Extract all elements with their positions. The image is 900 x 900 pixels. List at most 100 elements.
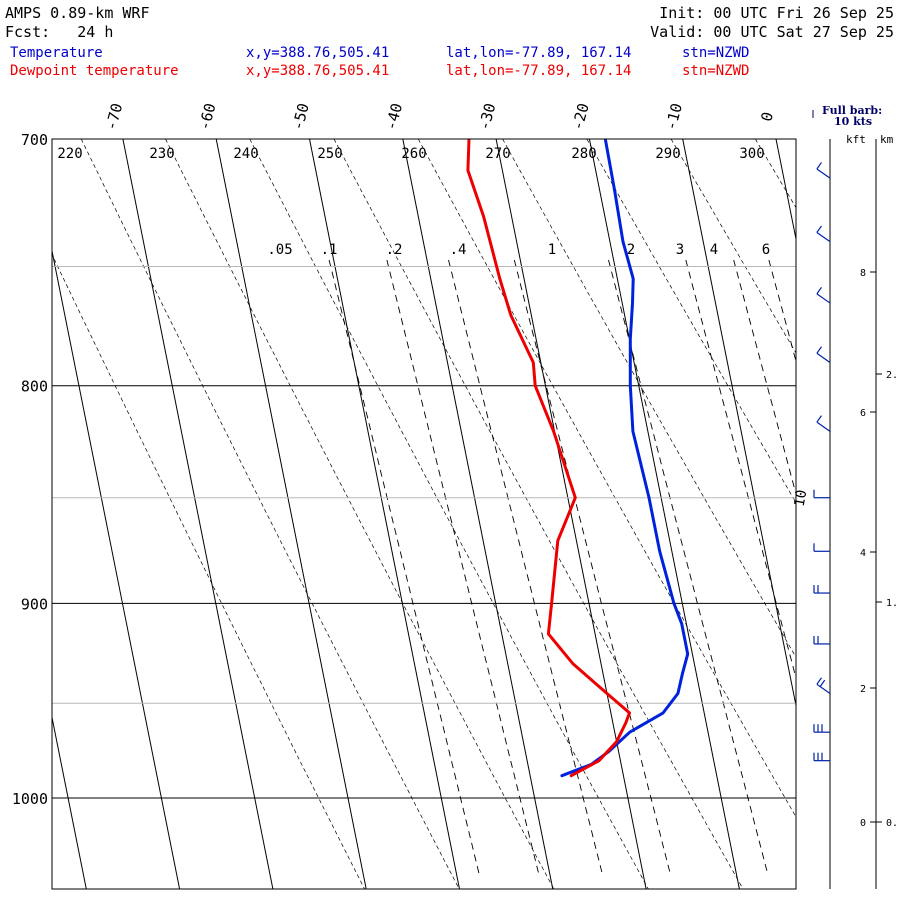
dewpoint-station: stn=NZWD xyxy=(682,63,750,79)
isotherm-label: -60 xyxy=(195,101,219,132)
mixing-ratio-line xyxy=(768,259,796,363)
isotherm-label: -50 xyxy=(288,101,312,132)
dry-adiabat-line xyxy=(52,253,365,889)
km-label: km xyxy=(880,133,894,146)
dry-adiabat-line xyxy=(165,139,555,889)
isobar-label-700: 700 xyxy=(21,131,48,149)
isotherm-line xyxy=(588,139,740,889)
mixing-ratio-label: 1 xyxy=(548,242,556,258)
km-label: 2. xyxy=(886,370,898,381)
barb-key-line2: 10 kts xyxy=(834,115,873,128)
temperature-station: stn=NZWD xyxy=(682,45,750,61)
mixing-ratio-line xyxy=(608,259,769,876)
dewpoint-legend-label: Dewpoint temperature xyxy=(10,63,179,79)
isotherm-line xyxy=(309,139,460,889)
isotherm-label: -20 xyxy=(568,101,592,132)
plot-frame xyxy=(51,138,797,890)
wind-barb-staff xyxy=(816,232,831,243)
theta-label: 250 xyxy=(317,146,342,162)
isotherm-line xyxy=(122,139,274,889)
isotherm-label: -30 xyxy=(475,101,499,132)
kft-label: 0 xyxy=(860,818,866,829)
theta-e-label: 10 xyxy=(792,489,811,508)
dewpoint-xy: x,y=388.76,505.41 xyxy=(246,63,390,79)
dry-adiabat-line xyxy=(417,139,796,818)
wind-barb-flag xyxy=(816,162,822,170)
mixing-ratio-label: 2 xyxy=(627,242,635,258)
isotherm-line xyxy=(52,714,87,889)
temperature-profile xyxy=(560,139,690,778)
mixing-ratio-line xyxy=(733,259,796,496)
mixing-ratio-label: 6 xyxy=(762,242,770,258)
mixing-ratio-label: 3 xyxy=(676,242,684,258)
model-title: AMPS 0.89-km WRF xyxy=(5,4,150,22)
theta-label: 270 xyxy=(485,146,510,162)
isotherm-line xyxy=(402,139,554,889)
mixing-ratio-line xyxy=(513,259,672,876)
mixing-ratio-label: 4 xyxy=(710,242,718,258)
km-label: 0. xyxy=(886,818,898,829)
dewpoint-latlon: lat,lon=-77.89, 167.14 xyxy=(446,63,632,79)
mixing-ratio-line xyxy=(448,259,604,876)
isotherm-line xyxy=(775,139,796,242)
mixing-ratio-label: .1 xyxy=(321,242,338,258)
isotherm-line xyxy=(215,139,367,889)
barb-key-line1: Full barb: xyxy=(822,104,883,117)
wind-barb-flag xyxy=(816,346,822,354)
init-time: Init: 00 UTC Fri 26 Sep 25 xyxy=(659,4,894,22)
kft-label: 8 xyxy=(860,268,866,279)
mixing-ratio-line xyxy=(820,260,900,875)
isotherm-line xyxy=(495,139,647,889)
wind-barb-flag xyxy=(816,677,822,685)
theta-label: 300 xyxy=(739,146,764,162)
mixing-ratio-line xyxy=(328,259,480,876)
dry-adiabat-line xyxy=(586,139,796,504)
kft-label: 4 xyxy=(860,548,866,559)
theta-label: 290 xyxy=(655,146,680,162)
mixing-ratio-label: .4 xyxy=(450,242,467,258)
dry-adiabat-line xyxy=(249,139,649,889)
isotherm-label: 0 xyxy=(757,110,777,123)
temperature-legend-label: Temperature xyxy=(10,45,103,61)
wind-barb-staff xyxy=(816,168,831,179)
km-label: 1. xyxy=(886,598,898,609)
wind-barb-flag xyxy=(816,415,822,423)
wind-barb-flag xyxy=(816,286,822,295)
isotherm-label: -10 xyxy=(662,101,686,132)
temperature-latlon: lat,lon=-77.89, 167.14 xyxy=(446,45,632,61)
mixing-ratio-line xyxy=(685,259,796,680)
theta-label: 230 xyxy=(149,146,174,162)
dry-adiabat-line xyxy=(333,139,744,889)
isotherm-line xyxy=(869,139,900,889)
wind-barb-staff xyxy=(816,421,831,432)
dewpoint-profile xyxy=(466,139,631,778)
theta-label: 220 xyxy=(57,146,82,162)
isobar-label-800: 800 xyxy=(21,378,48,396)
kft-label: kft xyxy=(846,133,866,146)
wind-barb-staff xyxy=(816,293,831,304)
dry-adiabat-line xyxy=(754,139,796,209)
kft-label: 2 xyxy=(860,684,866,695)
isotherm-label: -70 xyxy=(102,101,126,132)
valid-time: Valid: 00 UTC Sat 27 Sep 25 xyxy=(650,23,894,41)
wind-barb-flag xyxy=(819,679,826,687)
mixing-ratio-label: .05 xyxy=(267,242,292,258)
isotherm-line xyxy=(682,139,796,709)
forecast-hour: Fcst: 24 h xyxy=(5,23,114,41)
header: AMPS 0.89-km WRF Init: 00 UTC Fri 26 Sep… xyxy=(0,0,900,146)
theta-label: 260 xyxy=(401,146,426,162)
wind-barb-flag xyxy=(816,225,822,233)
isotherm-label: -40 xyxy=(382,101,406,132)
temperature-xy: x,y=388.76,505.41 xyxy=(246,45,390,61)
dry-adiabat-line xyxy=(840,139,900,889)
mixing-ratio-label: .2 xyxy=(386,242,403,258)
isobar-label-1000: 1000 xyxy=(12,790,48,808)
theta-label: 280 xyxy=(571,146,596,162)
isotherm-line xyxy=(52,248,181,889)
kft-label: 6 xyxy=(860,408,866,419)
mixing-ratio-line xyxy=(386,259,540,876)
wind-barb-staff xyxy=(816,352,831,363)
theta-label: 240 xyxy=(233,146,258,162)
isobar-label-900: 900 xyxy=(21,595,48,613)
